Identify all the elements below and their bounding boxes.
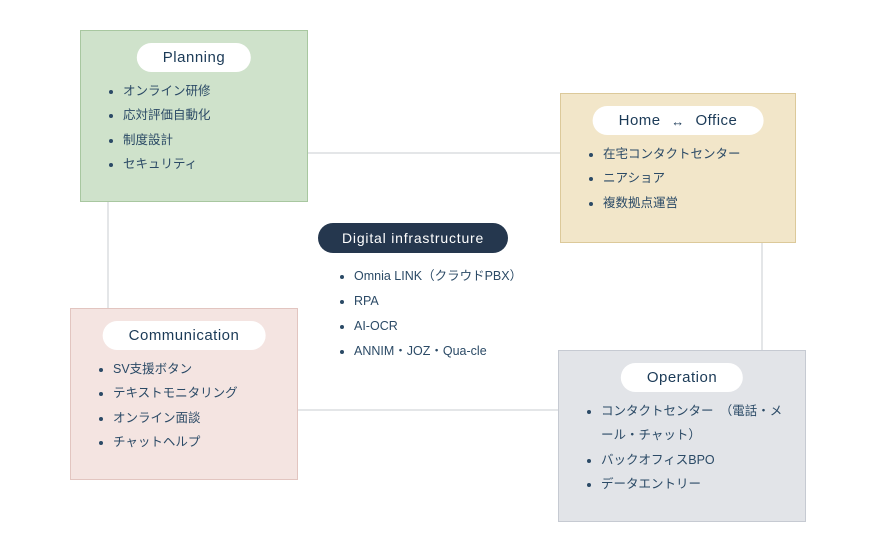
node-communication: Communication SV支援ボタン テキストモニタリング オンライン面談… [70, 308, 298, 480]
list-item: AI-OCR [354, 314, 522, 339]
node-planning-items: オンライン研修 応対評価自動化 制度設計 セキュリティ [81, 79, 307, 177]
list-item: セキュリティ [123, 152, 285, 176]
list-item: テキストモニタリング [113, 381, 275, 405]
list-item: ニアショア [603, 166, 773, 190]
center-items: Omnia LINK（クラウドPBX） RPA AI-OCR ANNIM・JOZ… [334, 264, 522, 364]
list-item: 在宅コンタクトセンター [603, 142, 773, 166]
list-item: SV支援ボタン [113, 357, 275, 381]
node-communication-title: Communication [103, 321, 266, 350]
list-item: オンライン面談 [113, 406, 275, 430]
list-item: 応対評価自動化 [123, 103, 285, 127]
list-item: チャットヘルプ [113, 430, 275, 454]
node-home-office-items: 在宅コンタクトセンター ニアショア 複数拠点運営 [561, 142, 795, 215]
list-item: 制度設計 [123, 128, 285, 152]
list-item: 複数拠点運営 [603, 191, 773, 215]
list-item: コンタクトセンター （電話・メール・チャット） [601, 399, 783, 448]
list-item: RPA [354, 289, 522, 314]
list-item: データエントリー [601, 472, 783, 496]
list-item: Omnia LINK（クラウドPBX） [354, 264, 522, 289]
node-operation-title: Operation [621, 363, 743, 392]
list-item: オンライン研修 [123, 79, 285, 103]
node-home-office-title: Home ↔ Office [593, 106, 764, 135]
node-planning-title: Planning [137, 43, 251, 72]
title-office: Office [695, 112, 737, 129]
node-home-office: Home ↔ Office 在宅コンタクトセンター ニアショア 複数拠点運営 [560, 93, 796, 243]
list-item: ANNIM・JOZ・Qua-cle [354, 339, 522, 364]
double-arrow-icon: ↔ [671, 114, 685, 129]
diagram-stage: Planning オンライン研修 応対評価自動化 制度設計 セキュリティ Hom… [0, 0, 888, 555]
node-planning: Planning オンライン研修 応対評価自動化 制度設計 セキュリティ [80, 30, 308, 202]
node-operation-items: コンタクトセンター （電話・メール・チャット） バックオフィスBPO データエン… [559, 399, 805, 497]
list-item: バックオフィスBPO [601, 448, 783, 472]
title-home: Home [619, 112, 661, 129]
node-communication-items: SV支援ボタン テキストモニタリング オンライン面談 チャットヘルプ [71, 357, 297, 455]
node-operation: Operation コンタクトセンター （電話・メール・チャット） バックオフィ… [558, 350, 806, 522]
center-title: Digital infrastructure [318, 223, 508, 253]
